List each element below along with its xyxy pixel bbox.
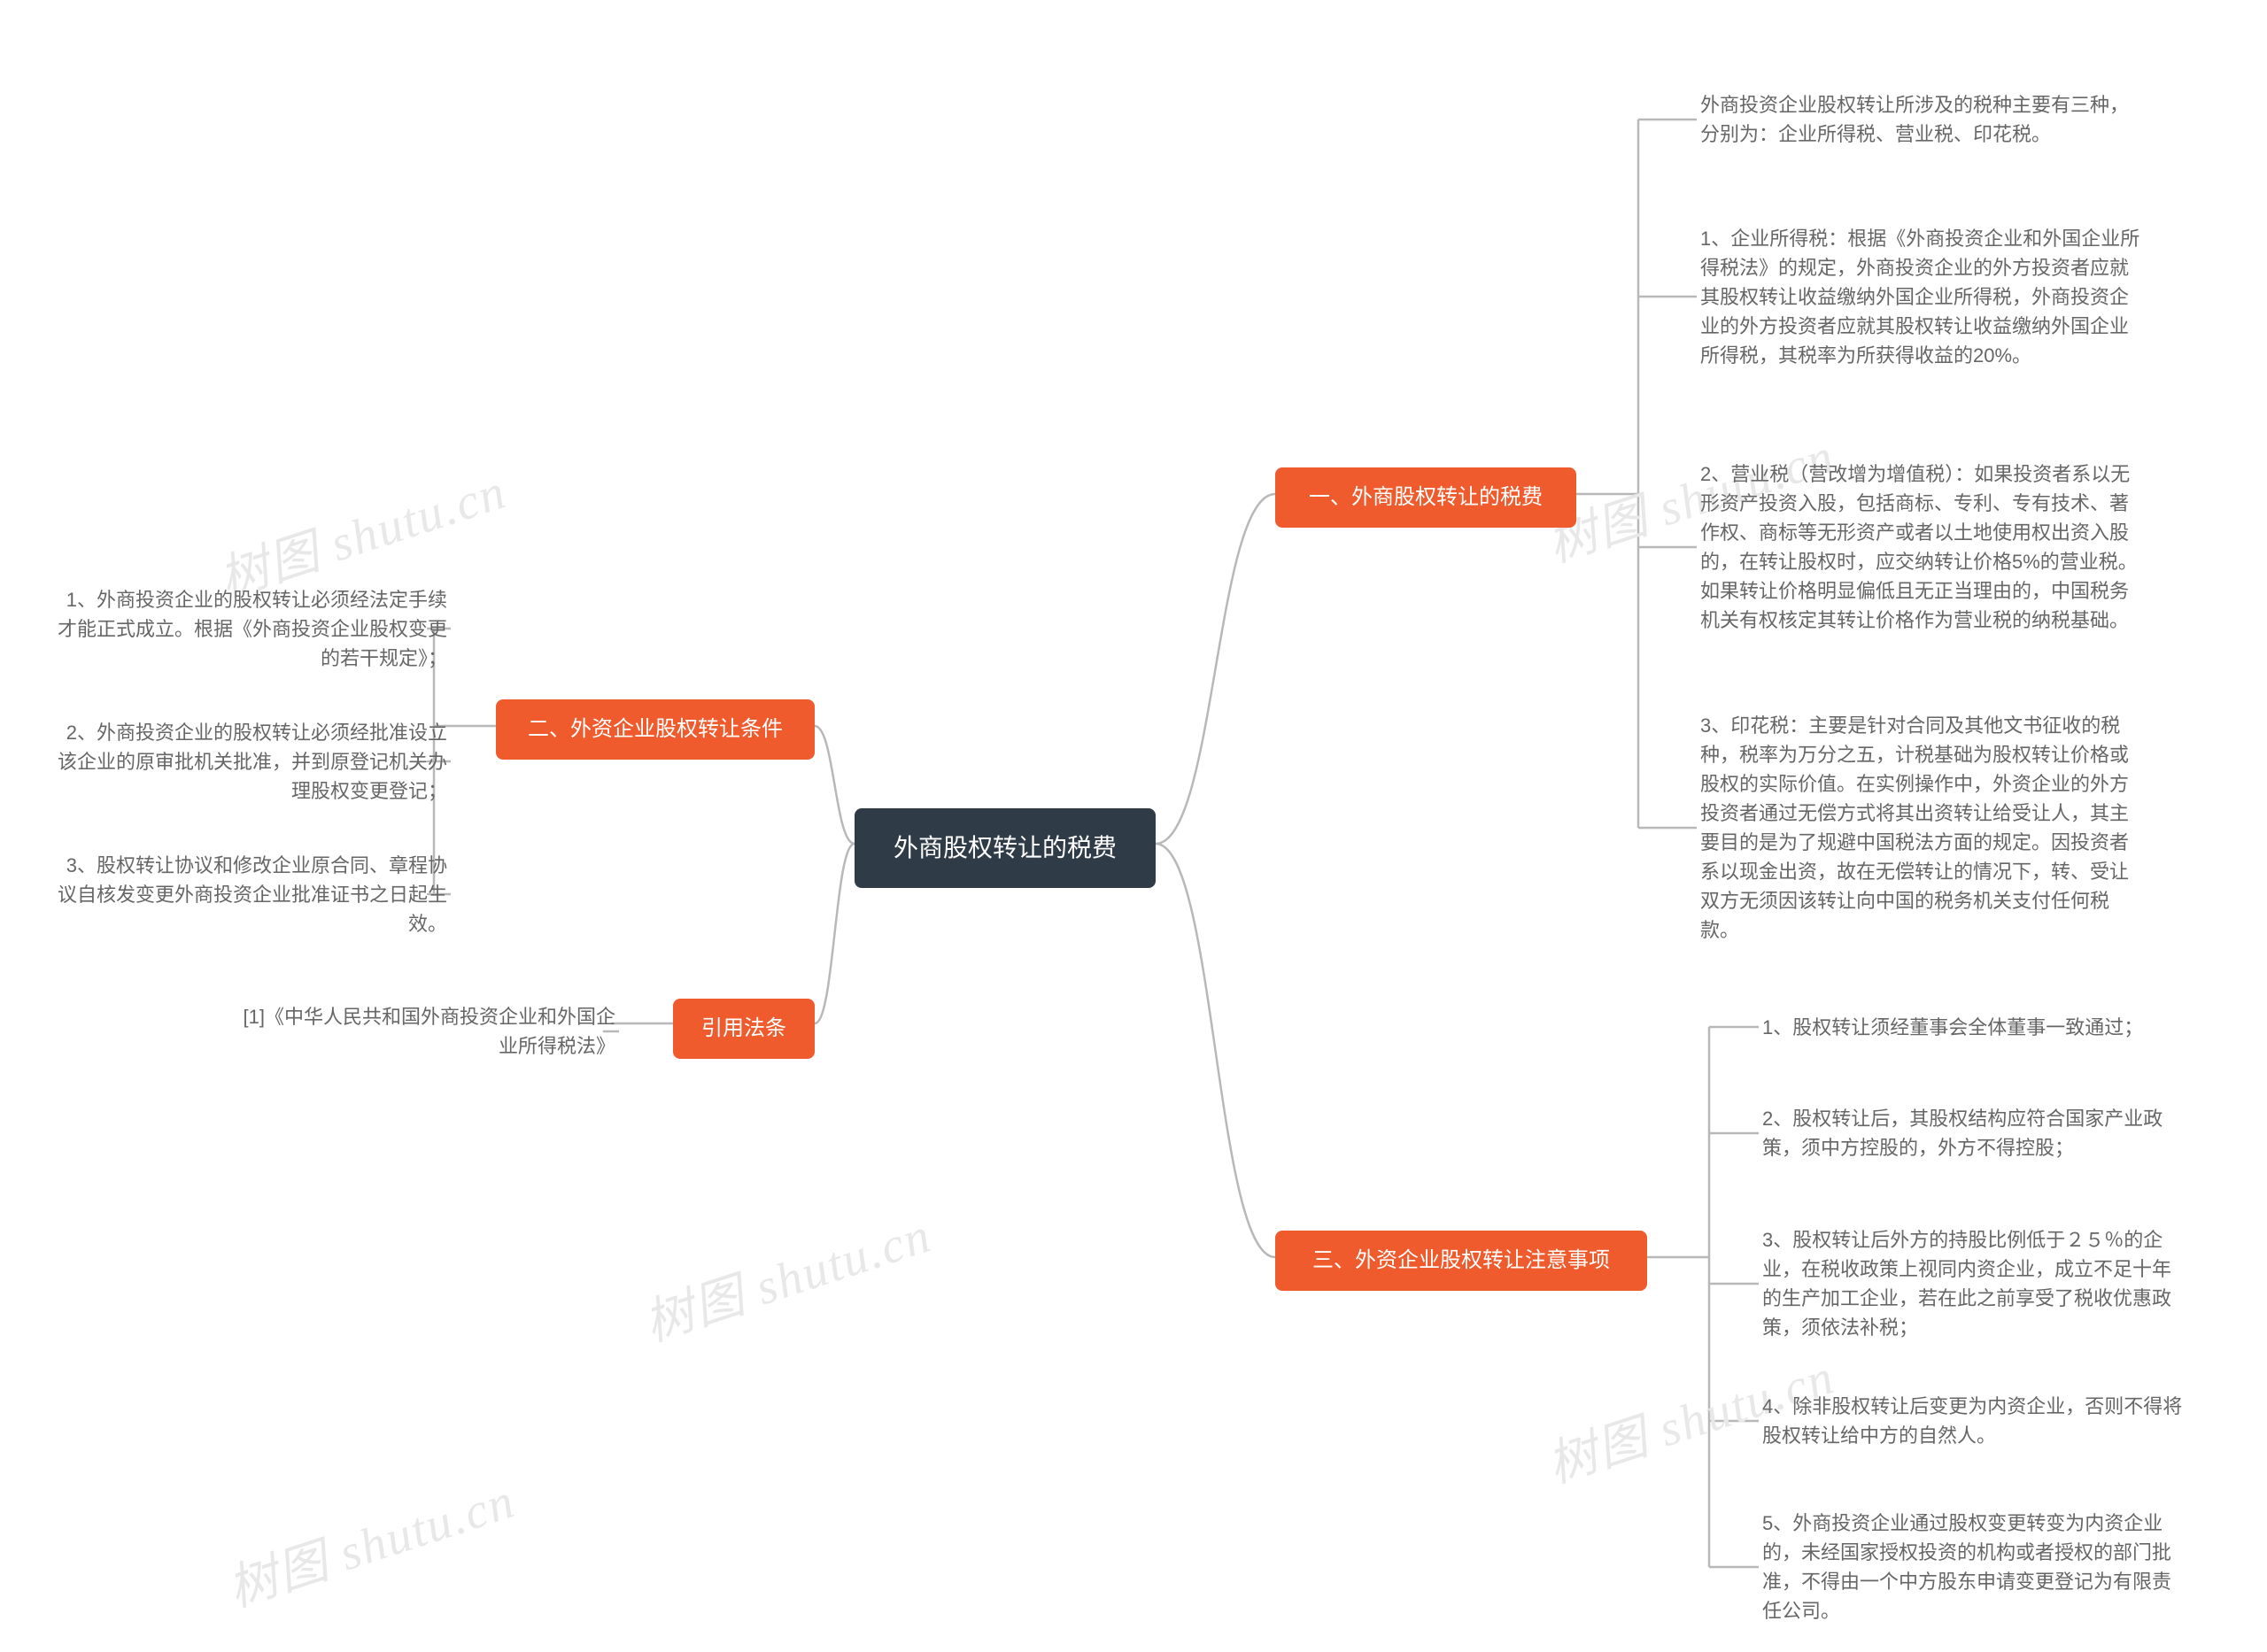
branch-node: 一、外商股权转让的税费 <box>1275 467 1576 528</box>
leaf-node: 3、股权转让后外方的持股比例低于２５％的企业，在税收政策上视同内资企业，成立不足… <box>1762 1222 2187 1346</box>
watermark: 树图 shutu.cn <box>218 1461 523 1621</box>
leaf-node: 2、外商投资企业的股权转让必须经批准设立该企业的原审批机关批准，并到原登记机关办… <box>58 717 447 806</box>
branch-node: 二、外资企业股权转让条件 <box>496 699 815 760</box>
leaf-node: 4、除非股权转让后变更为内资企业，否则不得将股权转让给中方的自然人。 <box>1762 1390 2187 1452</box>
leaf-node: 3、印花税：主要是针对合同及其他文书征收的税种，税率为万分之五，计税基础为股权转… <box>1700 704 2143 952</box>
leaf-node: 2、营业税（营改增为增值税）：如果投资者系以无形资产投资入股，包括商标、专利、专… <box>1700 441 2143 653</box>
branch-node: 引用法条 <box>673 999 815 1059</box>
leaf-node: [1]《中华人民共和国外商投资企业和外国企业所得税法》 <box>226 1000 615 1062</box>
leaf-node: 1、企业所得税：根据《外商投资企业和外国企业所得税法》的规定，外商投资企业的外方… <box>1700 208 2143 385</box>
leaf-node: 外商投资企业股权转让所涉及的税种主要有三种，分别为：企业所得税、营业税、印花税。 <box>1700 84 2143 155</box>
leaf-node: 1、股权转让须经董事会全体董事一致通过； <box>1762 1009 2187 1045</box>
leaf-node: 2、股权转让后，其股权结构应符合国家产业政策，须中方控股的，外方不得控股； <box>1762 1102 2187 1164</box>
leaf-node: 1、外商投资企业的股权转让必须经法定手续才能正式成立。根据《外商投资企业股权变更… <box>58 584 447 673</box>
leaf-node: 3、股权转让协议和修改企业原合同、章程协议自核发变更外商投资企业批准证书之日起生… <box>58 850 447 938</box>
root-node: 外商股权转让的税费 <box>855 808 1156 888</box>
watermark: 树图 shutu.cn <box>634 1195 940 1355</box>
leaf-node: 5、外商投资企业通过股权变更转变为内资企业的，未经国家授权投资的机构或者授权的部… <box>1762 1505 2187 1629</box>
branch-node: 三、外资企业股权转让注意事项 <box>1275 1231 1647 1291</box>
